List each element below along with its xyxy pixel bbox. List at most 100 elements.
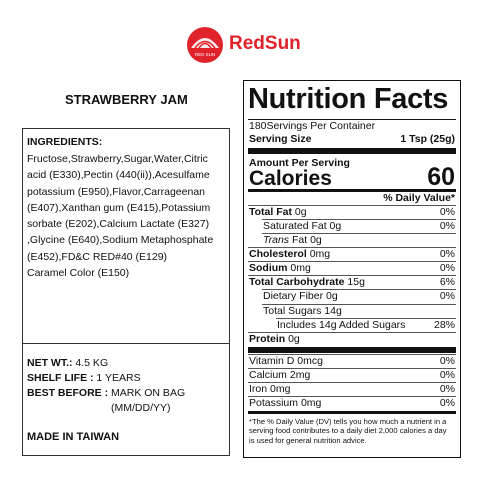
nutrient-row: Trans Fat 0g [263,234,455,247]
nutrient-name: Calcium [249,369,287,381]
value: 1 YEARS [96,372,141,384]
logo-mark: RED SUN [187,27,223,63]
ingredients-line: (E407),Xanthan gum (E415),Potassium [27,201,211,214]
ingredients-line: Caramel Color (E150) [27,267,130,280]
calories-label: Calories [249,167,332,190]
calories: 60 [427,163,455,191]
nutrition-facts: Nutrition Facts 180Servings Per Containe… [243,80,461,458]
nutrient-row: Total Fat 0g 0% [249,206,455,219]
nutrient-row: Vitamin D 0mcg 0% [249,355,455,368]
value: 4.5 KG [75,357,109,369]
rule-thick [248,347,456,353]
nutrient-name: Cholesterol [249,248,307,260]
row-rule [248,396,456,397]
nutrient-name: Total Fat [249,206,292,218]
best-before: BEST BEFORE : MARK ON BAG [27,386,185,401]
amount-per-serving: Amount Per Serving [249,157,350,169]
daily-value: 0% [439,290,455,302]
row-rule [262,289,456,290]
row-rule [262,233,456,234]
ingredients-line: potassium (E950),Flavor,Carrageenan [27,185,206,198]
net-weight: NET WT.: 4.5 KG [27,356,185,371]
info-box: INGREDIENTS: Fructose,Strawberry,Sugar,W… [22,128,230,456]
daily-value: 0% [439,206,455,218]
nutrient-row: Total Carbohydrate 15g 6% [249,276,455,289]
nutrient-name: Vitamin D [249,355,295,367]
nutrient-amount: 0mg [290,262,311,274]
row-rule [248,332,456,333]
nutrient-name: Potassium [249,397,299,409]
rule [248,119,456,120]
nutrient-name: Sodium [249,262,288,274]
divider [23,343,229,344]
ingredients-heading: INGREDIENTS: [27,136,103,148]
nutrient-name: Saturated Fat [263,220,327,232]
nutrient-amount: Fat 0g [291,234,322,246]
ingredients-line: sorbate (E202),Calcium Lactate (E327) [27,218,210,231]
nutrient-amount: 2mg [289,369,311,381]
row-rule [248,247,456,248]
nutrient-name: Iron [249,383,268,395]
nutrient-row: Sodium 0mg 0% [249,262,455,275]
footnote: *The % Daily Value (DV) tells you how mu… [249,417,447,445]
nutrient-row: Total Sugars 14g [263,305,455,318]
row-rule [248,368,456,369]
nutrient-amount: 0mg [270,383,291,395]
ingredients-line: Fructose,Strawberry,Sugar,Water,Citric [27,153,208,165]
ingredients-text: Fructose,Strawberry,Sugar,Water,Citric ac… [27,151,213,281]
nutrient-amount: 15g [347,276,365,288]
daily-value: 0% [439,369,455,381]
nutrient-row: Saturated Fat 0g 0% [263,220,455,233]
rule-medium [248,411,456,414]
nutrient-amount: 14g [324,305,342,317]
nutrient-amount: 0g [329,220,342,232]
nutrient-amount: 0mcg [297,355,323,367]
row-rule [248,261,456,262]
dv-header: % Daily Value* [383,192,455,204]
label: BEST BEFORE : [27,387,109,399]
rule-thick [248,148,456,154]
daily-value: 0% [439,397,455,409]
nutrient-row: Protein 0g [249,333,455,346]
nutrient-row: Cholesterol 0mg 0% [249,248,455,261]
daily-value: 6% [439,276,455,288]
daily-value: 0% [439,383,455,395]
nutrient-amount: 0mg [300,397,322,409]
label: SHELF LIFE : [27,372,94,384]
nutrient-name: Total Sugars [263,305,322,317]
value: MARK ON BAG [111,387,186,399]
daily-value: 0% [439,355,455,367]
row-rule [248,354,456,355]
brand-name: RedSun [229,33,301,54]
nutrient-row: Iron 0mg 0% [249,383,455,396]
row-rule [262,304,456,305]
serving-size-label: Serving Size [249,133,312,145]
row-rule [276,318,456,319]
daily-value: 0% [439,248,455,260]
shelf-life: SHELF LIFE : 1 YEARS [27,371,185,386]
nutrient-name: Includes 14g Added Sugars [277,319,406,331]
servings: 180Servings Per Container [249,120,376,132]
row-rule [248,275,456,276]
nutrient-name: Total Carbohydrate [249,276,345,288]
row-rule [248,205,456,206]
row-rule [248,382,456,383]
logo-text: RED SUN [195,52,215,57]
nutrient-row: Potassium 0mg 0% [249,397,455,410]
nutrient-amount: 0mg [309,248,331,260]
daily-value: 28% [433,319,455,331]
ingredients-line: (E452),FD&C RED#40 (E129) [27,250,168,263]
nf-title: Nutrition Facts [248,83,449,115]
nutrient-row: Dietary Fiber 0g 0% [263,290,455,303]
rule-medium [248,189,456,192]
nutrient-amount: 0g [294,206,307,218]
nutrient-row: Includes 14g Added Sugars 28% [277,319,455,332]
ingredients-line: acid (E330),Pectin (440(ii)),Acesulfame [27,169,210,182]
ingredients-line: ,Glycine (E640),Sodium Metaphosphate [27,234,214,247]
nutrient-row: Calcium 2mg 0% [249,369,455,382]
daily-value: 0% [439,262,455,274]
serving-size: 1 Tsp (25g) [400,133,455,145]
product-title: STRAWBERRY JAM [65,92,188,107]
nutrient-amount: 0g [288,333,300,345]
